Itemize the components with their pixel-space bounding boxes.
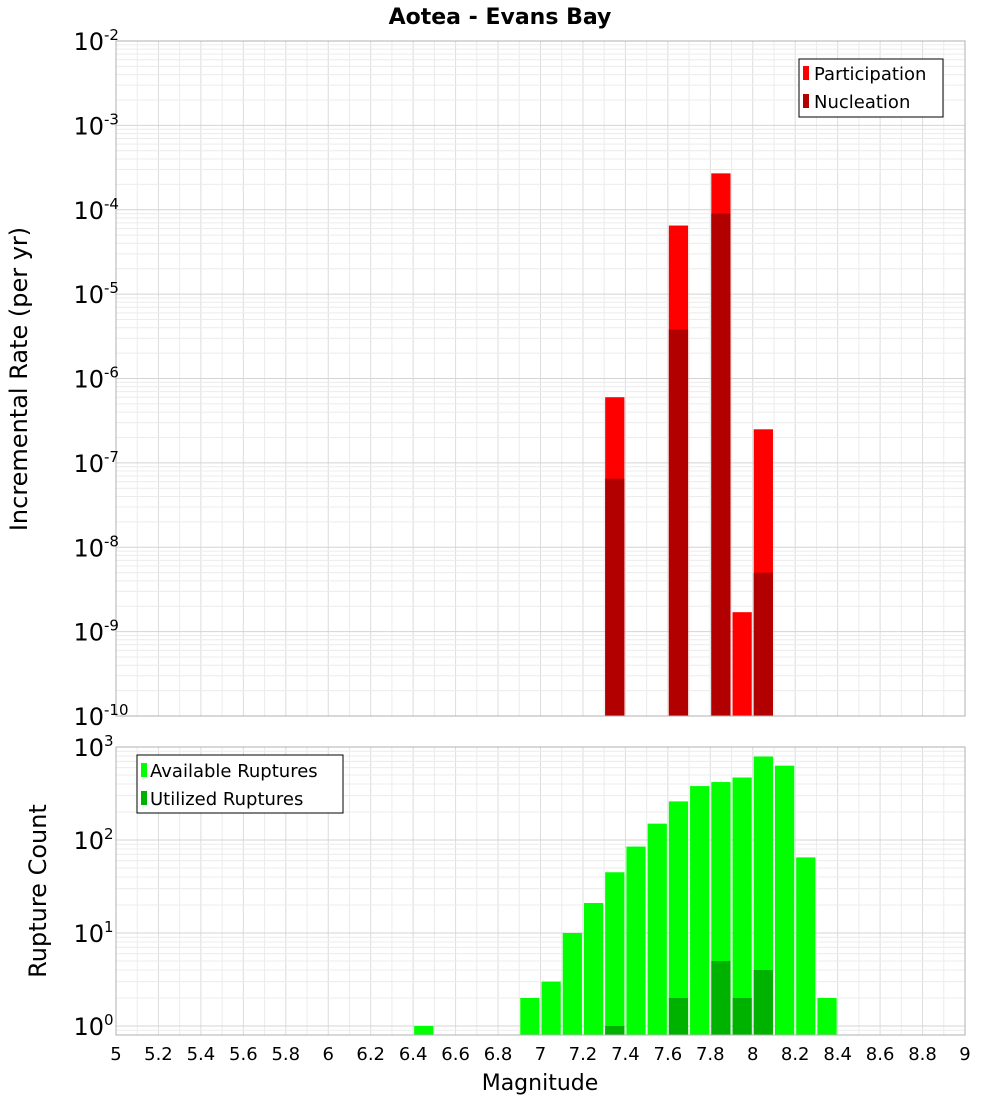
y-tick-exponent: -5: [104, 279, 119, 297]
top-bars: [605, 173, 773, 717]
bottom-y-axis-label: Rupture Count: [24, 804, 52, 978]
available-ruptures-bar: [562, 932, 582, 1035]
x-tick-label: 6.8: [484, 1044, 513, 1065]
legend-label: Nucleation: [814, 92, 910, 113]
legend-label: Utilized Ruptures: [150, 789, 303, 810]
y-tick-exponent: -8: [104, 532, 119, 550]
utilized-ruptures-bar: [732, 997, 752, 1035]
x-tick-label: 7: [535, 1044, 546, 1065]
x-tick-label: 8.8: [908, 1044, 937, 1065]
y-tick-exponent: -4: [104, 195, 119, 213]
y-tick-label: 10: [73, 534, 104, 562]
nucleation-bar: [605, 478, 625, 716]
y-tick-exponent: 2: [104, 825, 114, 843]
top-plot-border: [115, 40, 966, 717]
legend-label: Available Ruptures: [150, 761, 318, 782]
available-ruptures-bar: [796, 857, 816, 1035]
x-tick-label: 5: [110, 1044, 121, 1065]
y-tick-label: 10: [73, 450, 104, 478]
nucleation-bar: [668, 329, 689, 716]
available-ruptures-bar: [774, 765, 795, 1035]
y-tick-label: 10: [73, 734, 104, 762]
x-tick-label: 9: [959, 1044, 970, 1065]
available-ruptures-bar: [690, 786, 710, 1035]
available-ruptures-bar: [647, 823, 667, 1035]
y-tick-label: 10: [73, 28, 104, 56]
y-tick-exponent: -2: [104, 26, 119, 44]
x-tick-label: 8.4: [823, 1044, 852, 1065]
available-ruptures-bar: [753, 756, 773, 1035]
y-tick-exponent: 0: [104, 1011, 114, 1029]
legend-box: [798, 58, 944, 118]
legend-swatch: [803, 66, 809, 80]
nucleation-bar: [711, 213, 731, 717]
y-tick-exponent: 1: [104, 918, 114, 936]
bottom-bars: [414, 756, 837, 1035]
y-tick-exponent: -10: [104, 701, 129, 719]
x-tick-label: 7.8: [696, 1044, 725, 1065]
available-ruptures-bar: [668, 801, 689, 1035]
x-tick-label: 6: [323, 1044, 334, 1065]
y-tick-label: 10: [73, 366, 104, 394]
top-gridlines: [115, 40, 966, 717]
y-tick-exponent: -7: [104, 448, 119, 466]
bottom-legend: Available Ruptures Utilized Ruptures: [136, 754, 344, 814]
top-y-axis-label: Incremental Rate (per yr): [5, 227, 33, 531]
available-ruptures-bar: [583, 903, 604, 1035]
y-tick-exponent: -9: [104, 617, 119, 635]
nucleation-bar: [753, 572, 773, 716]
participation-bar: [732, 612, 752, 716]
utilized-ruptures-bar: [605, 1025, 625, 1035]
x-tick-label: 5.4: [187, 1044, 216, 1065]
y-tick-label: 10: [73, 197, 104, 225]
x-axis-label: Magnitude: [482, 1071, 599, 1096]
legend-swatch: [141, 791, 147, 805]
y-tick-label: 10: [73, 827, 104, 855]
top-legend: Participation Nucleation: [798, 58, 944, 118]
x-tick-label: 5.8: [271, 1044, 300, 1065]
x-tick-label: 8.6: [866, 1044, 895, 1065]
x-tick-label: 7.2: [569, 1044, 598, 1065]
x-tick-label: 5.6: [229, 1044, 258, 1065]
available-ruptures-bar: [817, 997, 837, 1035]
y-tick-exponent: -6: [104, 364, 119, 382]
x-tick-label: 6.4: [399, 1044, 428, 1065]
legend-label: Participation: [814, 64, 926, 85]
y-tick-label: 10: [73, 281, 104, 309]
available-ruptures-bar: [541, 981, 561, 1035]
x-tick-label: 5.2: [144, 1044, 173, 1065]
x-tick-label: 8: [747, 1044, 758, 1065]
x-tick-label: 8.2: [781, 1044, 810, 1065]
available-ruptures-bar: [520, 997, 540, 1035]
utilized-ruptures-bar: [711, 960, 731, 1035]
chart-title: Aotea - Evans Bay: [389, 5, 612, 30]
y-tick-exponent: 3: [104, 732, 114, 750]
x-tick-label: 6.6: [441, 1044, 470, 1065]
y-tick-exponent: -3: [104, 110, 119, 128]
x-axis-ticks: 5 5.2 5.4 5.6 5.8 6 6.2 6.4 6.6 6.8 7 7.2 7.4 7.6 7.8 8…: [110, 1044, 970, 1065]
legend-box: [136, 754, 344, 814]
y-tick-label: 10: [73, 1013, 104, 1041]
y-tick-label: 10: [73, 920, 104, 948]
available-ruptures-bar: [605, 872, 625, 1035]
available-ruptures-bar: [414, 1025, 434, 1035]
x-tick-label: 7.6: [654, 1044, 683, 1065]
x-tick-label: 6.2: [356, 1044, 385, 1065]
legend-swatch: [803, 94, 809, 108]
y-tick-label: 10: [73, 703, 104, 731]
legend-swatch: [141, 763, 147, 777]
available-ruptures-bar: [626, 846, 646, 1035]
y-tick-label: 10: [73, 112, 104, 140]
y-tick-label: 10: [73, 619, 104, 647]
utilized-ruptures-bar: [668, 997, 689, 1035]
utilized-ruptures-bar: [753, 969, 773, 1035]
bottom-plot-border: [115, 746, 966, 1036]
x-tick-label: 7.4: [611, 1044, 640, 1065]
available-ruptures-bar: [732, 777, 752, 1035]
